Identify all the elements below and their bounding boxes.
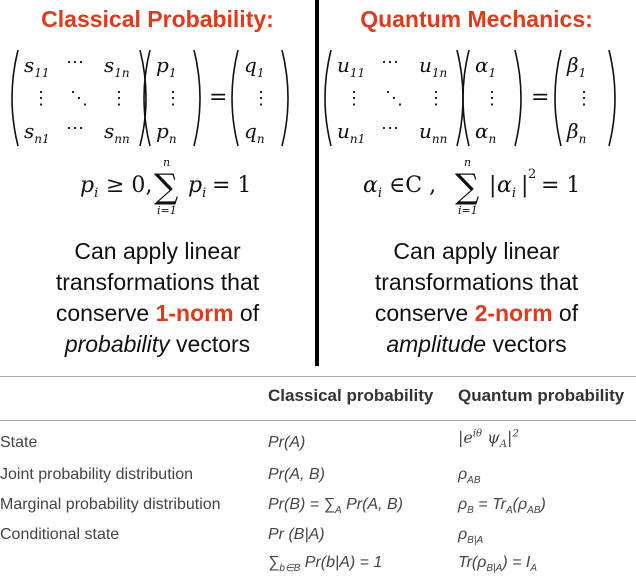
column-header-quantum: Quantum probability [458,386,625,405]
svg-text:αi: αi [497,173,516,201]
description-line: conserve 2-norm of [374,300,579,326]
table-row: Joint probability distribution Pr(A, B) … [0,466,636,496]
probability-comparison-table: Classical probability Quantum probabilit… [0,376,636,580]
description-line: amplitude vectors [386,331,567,357]
classical-column: Classical Probability: s11 ⋯ s1n ⋮ ⋱ ⋮ s… [0,0,315,366]
description-line: transformations that [374,269,579,295]
classical-cell: Pr(B) = ∑A Pr(A, B) [268,496,403,517]
svg-text:⋯: ⋯ [381,52,399,73]
matrix-cell-sn1: sn1 [24,119,50,146]
quantum-cell: ρB = TrA(ρAB) [458,496,546,517]
svg-text:i=1: i=1 [458,204,478,217]
matrix-cell-s1n: s1n [104,53,130,80]
quantum-heading: Quantum Mechanics: [360,6,593,32]
quantum-matrix-equation: u11 ⋯ u1n ⋮ ⋱ ⋮ un1 ⋯ unn α1 ⋮ αn = β1 ⋮ [324,49,616,147]
matrix-cell-un1: un1 [337,119,365,146]
matrix-cell-u1n: u1n [419,53,447,80]
description-line: transformations that [55,269,260,295]
svg-text:i=1: i=1 [157,204,177,217]
svg-text:αi: αi [363,173,382,201]
classical-cell: Pr (B|A) [268,526,325,543]
row-label: Marginal probability distribution [0,496,221,513]
vector-q1: q1 [244,53,264,80]
quantum-column: Quantum Mechanics: u11 ⋯ u1n ⋮ ⋱ ⋮ un1 ⋯… [319,0,634,366]
classical-heading: Classical Probability: [41,6,274,32]
row-label: Conditional state [0,526,120,543]
quantum-cell: Tr(ρB|A) = IA [458,554,538,575]
table-row: State Pr(A) |eiθ ψA|2 [0,428,636,464]
table-rule-top [0,376,636,377]
norm-highlight: 1-norm [155,300,234,326]
quantum-cell: ρB|A [458,526,484,547]
matrix-cell-snn: snn [104,119,130,146]
description-line: Can apply linear [393,238,560,264]
svg-text:∑: ∑ [455,167,479,207]
classical-cell: Pr(A) [268,434,306,451]
svg-text:⋮: ⋮ [575,88,593,109]
svg-text:⋮: ⋮ [345,88,363,109]
svg-text:pi: pi [188,173,206,201]
row-label: Joint probability distribution [0,466,193,483]
quantum-cell: |eiθ ψA|2 [458,428,519,451]
svg-text:n: n [163,156,170,169]
classical-cell: ∑b∈B Pr(b|A) = 1 [268,554,383,575]
vector-alphan: αn [475,119,496,146]
table-row: Marginal probability distribution Pr(B) … [0,496,636,526]
svg-text:= 1: = 1 [212,173,251,198]
svg-text:= 1: = 1 [541,173,580,198]
svg-text:⋯: ⋯ [66,52,84,73]
vector-p1: p1 [156,53,176,80]
svg-text:∑: ∑ [154,167,178,207]
svg-text:n: n [464,156,471,169]
svg-text:⋱: ⋱ [385,88,403,109]
svg-text:|: | [521,173,528,198]
svg-text:|: | [489,173,496,198]
quantum-cell: ρAB [458,466,481,487]
svg-text:⋮: ⋮ [483,88,501,109]
vector-pn: pn [156,119,177,146]
svg-text:=: = [531,85,549,110]
vector-beta1: β1 [566,53,586,80]
quantum-description: Can apply linear transformations that co… [319,236,634,360]
column-header-classical: Classical probability [268,386,434,405]
quantum-condition: αi ∈C , n ∑ i=1 | αi | 2 = 1 [363,156,580,217]
row-label: State [0,434,38,451]
classical-condition: pi ≥ 0, n ∑ i=1 pi = 1 [80,156,251,217]
column-divider [315,0,319,366]
svg-text:⋮: ⋮ [252,88,270,109]
svg-text:pi: pi [80,173,98,201]
svg-text:=: = [209,85,227,110]
classical-matrix-equation: s11 ⋯ s1n ⋮ ⋱ ⋮ sn1 ⋯ snn p1 ⋮ pn = q1 [11,49,289,147]
svg-text:⋮: ⋮ [32,88,50,109]
svg-text:∈C ,: ∈C , [389,173,436,198]
svg-text:⋮: ⋮ [110,88,128,109]
svg-text:≥ 0,: ≥ 0, [106,173,152,198]
matrix-cell-u11: u11 [337,53,365,80]
table-row: ∑b∈B Pr(b|A) = 1 Tr(ρB|A) = IA [0,554,636,584]
matrix-cell-unn: unn [419,119,447,146]
svg-text:⋱: ⋱ [70,88,88,109]
svg-text:⋮: ⋮ [164,88,182,109]
classical-cell: Pr(A, B) [268,466,325,483]
svg-text:⋯: ⋯ [381,118,399,139]
svg-text:⋯: ⋯ [66,118,84,139]
norm-highlight: 2-norm [474,300,553,326]
description-line: conserve 1-norm of [55,300,260,326]
vector-alpha1: α1 [475,53,496,80]
vector-betan: βn [566,119,586,146]
svg-text:⋮: ⋮ [427,88,445,109]
vector-qn: qn [244,119,265,146]
svg-text:2: 2 [528,167,536,182]
matrix-cell-s11: s11 [24,53,50,80]
comparison-panel: Classical Probability: s11 ⋯ s1n ⋮ ⋱ ⋮ s… [0,0,634,366]
description-line: probability vectors [64,331,251,357]
classical-description: Can apply linear transformations that co… [0,236,315,360]
description-line: Can apply linear [74,238,241,264]
table-rule-header [0,420,636,421]
table-row: Conditional state Pr (B|A) ρB|A [0,526,636,556]
